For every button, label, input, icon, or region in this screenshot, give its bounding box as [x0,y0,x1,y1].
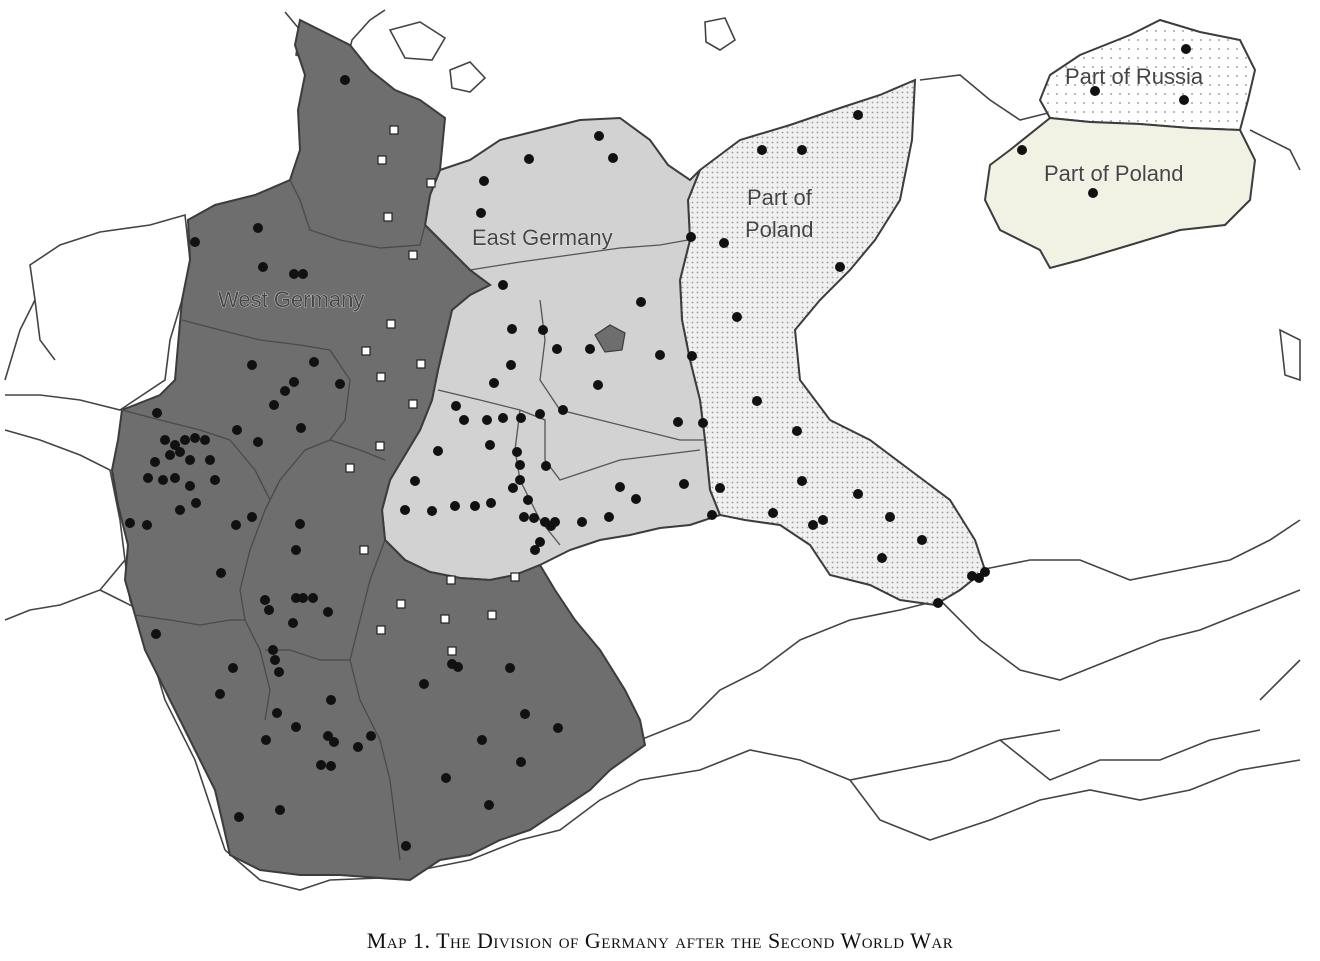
marker-squares [345,125,520,656]
baltic-coast [919,74,1061,121]
west-berlin [594,324,626,353]
ussr-outline [1249,129,1301,171]
lithuania-outline [1279,328,1301,382]
region-part-of-poland-east-prussia [983,116,1257,270]
danish-island-1 [388,21,447,61]
label-part-of-poland-line1: Part of [747,185,813,210]
poland-outline-east [979,519,1301,581]
label-west-germany: West Germany [218,287,364,312]
map-figure: West Germany East Germany Part of Poland… [4,9,1301,891]
label-east-germany: East Germany [472,225,613,250]
czech-outline [639,599,941,741]
hungary-outline [849,759,1301,841]
label-part-of-russia: Part of Russia [1065,64,1204,89]
yugoslavia-outline [999,729,1261,781]
marker-dots [125,44,1191,851]
region-part-of-poland-west [678,78,987,607]
austria-outline [419,729,1061,871]
neighbor-borders [4,9,1301,891]
romania-outline [1259,659,1301,701]
label-part-of-poland-line2: Poland [745,217,814,242]
map-caption: Map 1. The Division of Germany after the… [366,928,954,953]
netherlands-outline [4,213,191,411]
slovakia-outline [939,589,1301,681]
danish-island-3 [704,17,737,51]
danish-island-2 [449,61,487,93]
label-part-of-poland-east-prussia: Part of Poland [1044,161,1183,186]
netherlands-coast [34,299,56,361]
map-canvas: West Germany East Germany Part of Poland… [4,9,1301,891]
belgium-outline [4,429,126,621]
